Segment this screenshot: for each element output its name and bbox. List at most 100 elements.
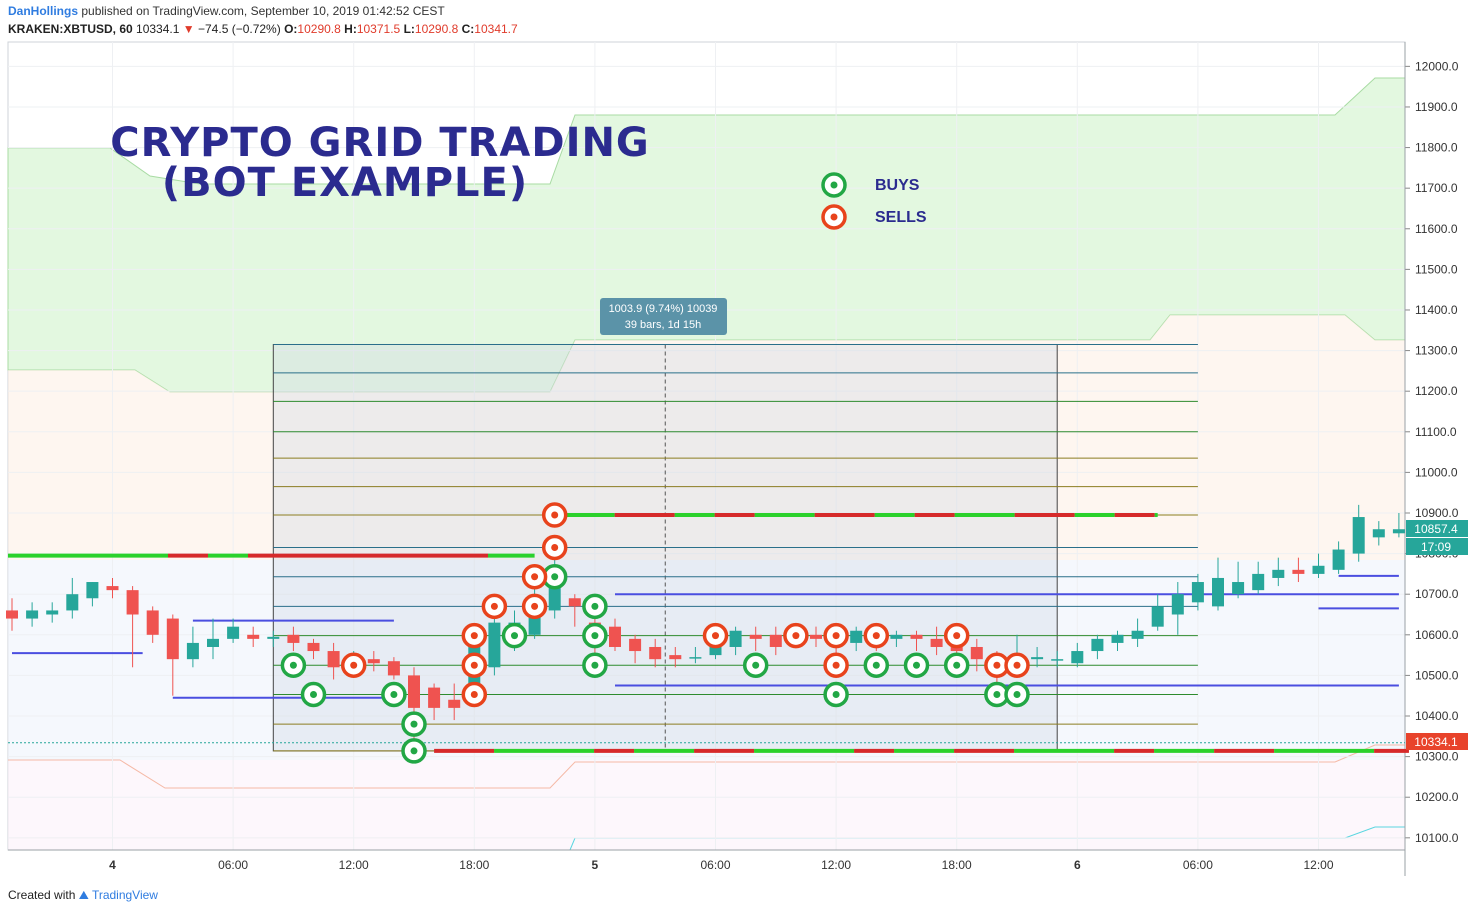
buy-order-marker-dot xyxy=(310,690,317,698)
sell-order-marker xyxy=(521,563,548,590)
sell-order-marker xyxy=(541,502,568,528)
buy-order-marker xyxy=(401,738,427,764)
measure-tooltip-box xyxy=(600,298,727,335)
symbol-label[interactable]: KRAKEN:XBTUSD, 60 xyxy=(8,22,133,36)
countdown-text: 17:09 xyxy=(1421,540,1451,554)
x-tick-label: 06:00 xyxy=(700,858,730,872)
footer-brand[interactable]: TradingView xyxy=(91,888,158,902)
x-tick-label: 18:00 xyxy=(459,858,489,872)
candle-body xyxy=(1091,638,1104,652)
buy-order-marker-dot xyxy=(591,602,599,610)
x-tick-label: 4 xyxy=(109,858,116,872)
sell-order-marker-dot xyxy=(953,632,961,640)
candle-body xyxy=(568,598,581,607)
x-tick-label: 5 xyxy=(592,858,599,872)
sell-order-marker xyxy=(461,681,488,708)
sell-order-marker-dot xyxy=(832,632,840,640)
buy-order-marker xyxy=(501,622,528,649)
sell-order-marker-dot xyxy=(470,632,478,640)
symbol-info: KRAKEN:XBTUSD, 60 10334.1 ▼ −74.5 (−0.72… xyxy=(8,22,518,36)
buy-order-marker xyxy=(401,711,427,737)
legend-buys-label: BUYS xyxy=(875,177,920,194)
author-link[interactable]: DanHollings xyxy=(8,4,79,18)
buy-order-marker-dot xyxy=(410,747,418,755)
last-trade-badge xyxy=(1406,733,1468,750)
buy-order-marker xyxy=(823,681,849,708)
buy-order-marker xyxy=(1004,681,1030,708)
buy-order-marker-dot xyxy=(591,632,599,640)
last-trade-text: 10334.1 xyxy=(1414,735,1458,749)
candle-body xyxy=(669,655,682,660)
candle-body xyxy=(649,646,662,660)
candle-body xyxy=(930,638,943,647)
y-tick-label: 10400.0 xyxy=(1415,709,1459,723)
candle-body xyxy=(1051,659,1064,661)
y-tick-label: 11600.0 xyxy=(1415,222,1458,236)
candle-body xyxy=(387,661,400,676)
candle-body xyxy=(307,642,320,652)
candle-body xyxy=(126,590,139,615)
sell-order-marker xyxy=(823,622,849,649)
close-value: 10341.7 xyxy=(474,22,518,36)
candle-body xyxy=(1272,569,1285,578)
candle-body xyxy=(749,634,762,639)
current-price-text: 10857.4 xyxy=(1414,522,1458,536)
candle-body xyxy=(1312,565,1325,574)
high-value: 10371.5 xyxy=(356,22,401,36)
sell-order-marker-dot xyxy=(792,632,800,640)
y-tick-label: 11000.0 xyxy=(1415,465,1458,479)
candle-body xyxy=(1352,517,1365,554)
ichimoku-cloud-mid xyxy=(8,315,1405,560)
x-tick-label: 6 xyxy=(1074,858,1081,872)
sell-order-marker xyxy=(340,652,367,679)
candle-body xyxy=(729,630,742,647)
candle-body xyxy=(106,586,119,591)
open-label: O: xyxy=(284,22,298,36)
buy-order-marker-dot xyxy=(591,661,599,669)
legend-buy-icon-dot xyxy=(830,181,838,189)
candle-body xyxy=(1111,634,1124,643)
candle-body xyxy=(1232,582,1245,595)
candle-body xyxy=(1191,582,1204,603)
buy-order-marker-dot xyxy=(511,632,518,640)
y-tick-label: 12000.0 xyxy=(1415,59,1459,73)
legend-sell-icon-dot xyxy=(830,213,838,221)
y-tick-label: 10300.0 xyxy=(1415,750,1459,764)
sell-order-marker xyxy=(1004,652,1030,679)
candle-body xyxy=(769,634,782,647)
buy-order-marker xyxy=(541,563,568,590)
buy-order-marker xyxy=(280,652,307,679)
candle-body xyxy=(428,687,441,708)
buy-order-marker xyxy=(582,593,608,620)
buy-order-marker-dot xyxy=(551,573,559,581)
sell-order-marker xyxy=(521,593,548,620)
buy-order-marker xyxy=(300,681,327,708)
sell-order-marker-dot xyxy=(712,632,719,640)
sell-order-marker-dot xyxy=(470,690,478,698)
candle-body xyxy=(488,622,501,668)
open-value: 10290.8 xyxy=(297,22,341,36)
buy-order-marker xyxy=(863,652,890,679)
close-label: C: xyxy=(461,22,475,36)
sell-order-marker-dot xyxy=(832,661,840,669)
sell-order-marker xyxy=(823,652,849,679)
candle-body xyxy=(247,634,260,639)
low-label: L: xyxy=(403,22,415,36)
y-tick-label: 10700.0 xyxy=(1415,587,1459,601)
candle-body xyxy=(327,651,340,668)
candle-body xyxy=(1372,529,1385,538)
candle-body xyxy=(629,638,642,652)
sell-order-marker-dot xyxy=(872,632,880,640)
y-tick-label: 11200.0 xyxy=(1415,384,1458,398)
candle-body xyxy=(227,626,240,639)
buy-order-marker-dot xyxy=(872,661,880,669)
sell-order-marker xyxy=(461,652,488,679)
buy-order-marker xyxy=(903,652,930,679)
candle-body xyxy=(1151,606,1164,627)
last-price: 10334.1 xyxy=(136,22,180,36)
candle-body xyxy=(6,610,18,619)
buy-order-marker-dot xyxy=(752,661,760,669)
candle-body xyxy=(267,636,280,639)
candle-body xyxy=(408,675,420,708)
